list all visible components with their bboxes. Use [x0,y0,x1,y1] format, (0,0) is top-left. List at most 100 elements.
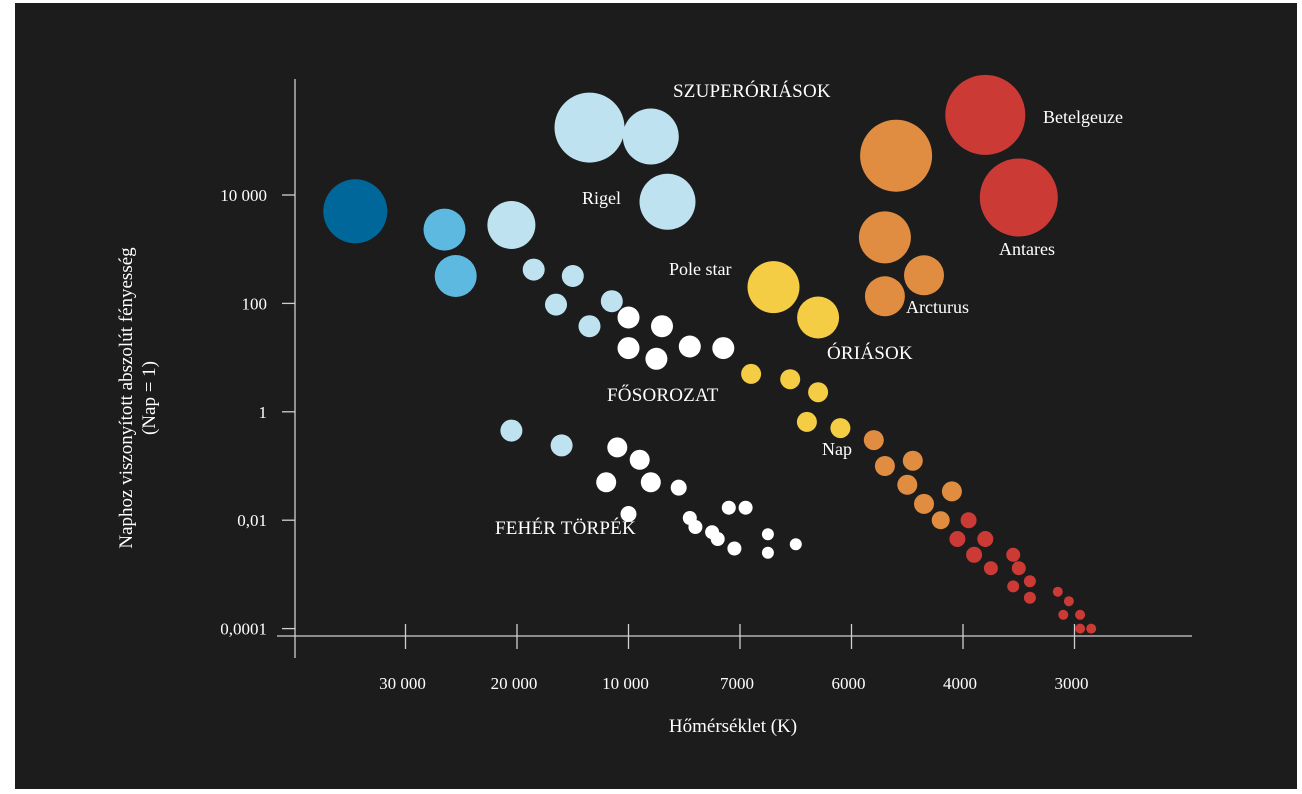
star-point [864,276,905,317]
x-axis-title: Hőmérséklet (K) [669,716,797,737]
star-point [1075,623,1086,634]
star-point [941,481,962,502]
star-point [761,528,774,541]
star-point [561,265,584,287]
region-label-supergiants: SZUPERÓRIÁSOK [673,80,831,102]
star-point [874,456,895,476]
region-label-white-dwarfs: FEHÉR TÖRPÉK [495,517,636,539]
star-point [622,108,679,165]
star-point [983,561,998,576]
star-point [738,500,753,515]
star-point [741,363,762,384]
star-pole-star [747,261,800,314]
star-arcturus [904,255,944,296]
star-point [629,449,650,470]
star-point [1075,609,1086,620]
star-point [550,434,573,457]
star-point [1058,609,1069,620]
star-point [1006,547,1021,562]
star-point [670,479,687,496]
star-point [617,306,640,329]
star-label-betelgeuze: Betelgeuze [1043,107,1123,127]
star-point [897,474,918,495]
star-point [796,411,817,432]
axes: 10 000 100 1 0,01 0,0001 30 000 20 000 10 000 7… [220,79,1192,693]
labels: Hőmérséklet (K) Naphoz viszonyított absz… [116,80,1123,737]
star-point [620,506,637,522]
star-point [712,337,735,360]
star-label-pole-star: Pole star [669,259,732,279]
star-point [500,419,523,442]
y-axis-subtitle: (Nap = 1) [139,361,160,435]
x-tick-label: 6000 [832,674,866,693]
x-tick-label: 20 000 [491,674,538,693]
region-label-giants: ÓRIÁSOK [827,342,913,364]
y-tick-label: 1 [259,403,268,422]
star-point [640,472,661,493]
star-point [727,541,742,556]
star-point [1023,591,1036,604]
star-point [607,437,628,458]
star-point [651,315,673,338]
y-tick-label: 10 000 [220,186,267,205]
star-point [721,500,736,515]
star-antares [979,158,1058,237]
star-point [423,208,466,251]
star-point [596,472,617,493]
star-point [487,201,536,249]
star-point [863,430,884,451]
y-axis-title: Naphoz viszonyított abszolút fényesség [116,247,137,549]
star-point [645,347,668,370]
star-point [1011,561,1026,576]
star-point [830,418,851,439]
x-tick-label: 7000 [720,674,754,693]
star-point [914,493,934,514]
star-point [797,296,840,339]
y-tick-label: 100 [242,294,268,313]
star-point [1086,623,1097,634]
star-point [600,290,623,313]
star-label-antares: Antares [999,239,1055,259]
star-point [931,511,950,530]
star-point [617,337,640,360]
y-tick-label: 0,0001 [220,620,267,639]
star-point [966,546,983,563]
star-label-arcturus: Arcturus [906,297,969,317]
star-point [1063,596,1074,607]
star-point [688,520,703,534]
chart-panel: 10 000 100 1 0,01 0,0001 30 000 20 000 10 000 7… [15,3,1297,789]
star-point [1007,580,1020,593]
star-point [323,179,388,244]
y-tick-label: 0,01 [237,511,267,530]
star-point [780,369,801,390]
x-tick-label: 4000 [943,674,977,693]
star-point [1023,575,1036,588]
star-point [678,335,701,358]
x-tick-label: 3000 [1055,674,1089,693]
hr-diagram-chart: 10 000 100 1 0,01 0,0001 30 000 20 000 10 000 7… [116,74,1192,737]
x-ticks: 30 000 20 000 10 000 7000 6000 4000 3000 [379,624,1089,693]
star-point [578,315,601,338]
star-point [977,531,994,547]
star-label-nap: Nap [822,439,852,459]
star-supergiant [554,92,625,163]
star-point [710,532,725,546]
star-point [902,450,923,471]
star-point [522,258,545,281]
star-label-rigel: Rigel [582,188,621,208]
star-point [434,255,477,297]
star-rigel [639,173,696,230]
x-tick-label: 10 000 [602,674,649,693]
star-point [858,211,911,264]
region-label-main-sequence: FŐSOROZAT [607,384,719,406]
x-tick-label: 30 000 [379,674,426,693]
star-point [789,538,802,551]
star-point [545,293,567,316]
star-point [860,119,933,192]
star-betelgeuze [945,74,1026,155]
star-point [960,512,977,529]
star-point [1052,586,1063,597]
star-point [808,382,829,403]
stars [323,74,1097,634]
y-ticks: 10 000 100 1 0,01 0,0001 [220,186,295,639]
